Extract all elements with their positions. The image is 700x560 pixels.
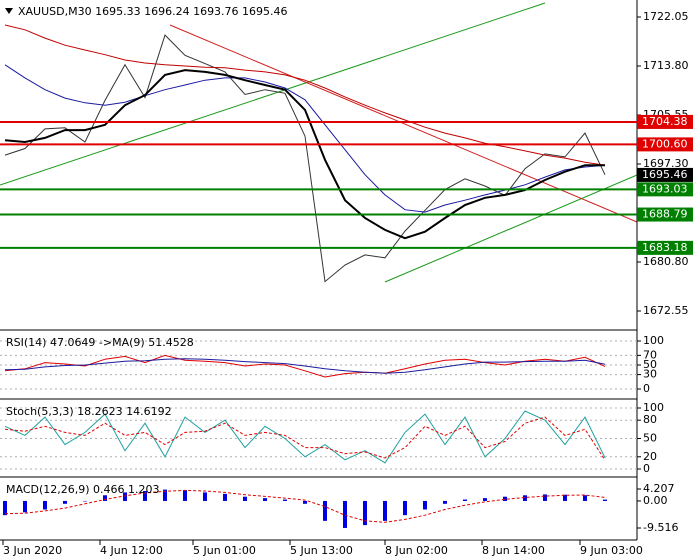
histogram-bar [303,500,307,504]
histogram-bar [403,500,407,516]
level-label: 1683.18 [642,241,688,254]
panel-title: XAUUSD,M30 1695.33 1696.24 1693.76 1695.… [18,5,288,18]
level-box [637,240,693,255]
y-tick-label: 0.00 [643,494,668,507]
histogram-bar [23,500,27,513]
y-tick-label: 4.207 [643,482,675,495]
histogram-bar [103,495,107,501]
panel-title: Stoch(5,3,3) 18.2623 14.6192 [6,405,172,418]
histogram-bar [523,495,527,501]
x-tick-label: 5 Jun 01:00 [193,544,256,557]
histogram-bar [43,500,47,510]
histogram-bar [363,500,367,526]
histogram-bar [223,493,227,501]
x-tick-label: 3 Jun 2020 [3,544,62,557]
histogram-bar [283,499,287,501]
series-line [4,489,606,523]
series-line [4,410,606,464]
y-tick-label: 30 [643,368,657,381]
y-tick-label: 20 [643,450,657,463]
y-tick-label: 100 [643,334,664,347]
histogram-bar [243,496,247,501]
level-box [637,114,693,129]
last-price-label: 1695.46 [642,168,688,181]
channel-line [384,174,638,283]
series-line [4,24,606,166]
series-line [4,358,606,374]
y-tick-label: 1713.80 [643,59,689,72]
panel-title: RSI(14) 47.0649 ->MA(9) 51.4528 [6,336,194,349]
histogram-bar [143,491,147,501]
level-box [637,207,693,222]
histogram-bar [83,500,87,502]
title-icon [5,8,13,14]
y-tick-label: 0 [643,462,650,475]
histogram-bar [263,498,267,501]
y-tick-label: 50 [643,358,657,371]
histogram-bar [583,495,587,501]
level-label: 1700.60 [642,137,688,150]
histogram-bar [603,499,607,501]
histogram-bar [383,500,387,521]
histogram-bar [63,500,67,504]
y-tick-label: 80 [643,413,657,426]
level-box [637,182,693,197]
y-tick-label: 0 [643,382,650,395]
x-tick-label: 5 Jun 13:00 [290,544,353,557]
y-tick-label: 1672.55 [643,304,689,317]
y-tick-label: 70 [643,348,657,361]
histogram-bar [203,492,207,501]
y-tick-label: 1722.05 [643,10,689,23]
level-label: 1704.38 [642,115,688,128]
histogram-bar [123,492,127,501]
series-line [4,69,605,240]
y-tick-label: 1697.30 [643,157,689,170]
histogram-bar [163,489,167,501]
x-tick-label: 8 Jun 02:00 [385,544,448,557]
histogram-bar [443,500,447,504]
histogram-bar [423,500,427,510]
x-tick-label: 8 Jun 14:00 [482,544,545,557]
x-tick-label: 4 Jun 12:00 [100,544,163,557]
histogram-bar [3,500,7,516]
level-label: 1693.03 [642,182,688,195]
histogram-bar [563,494,567,501]
y-tick-label: -9.516 [643,521,678,534]
y-tick-label: 1680.80 [643,255,689,268]
x-tick-label: 9 Jun 03:00 [580,544,643,557]
histogram-bar [183,490,187,501]
series-line [4,416,606,461]
level-box [637,137,693,152]
histogram-bar [323,500,327,521]
level-label: 1688.79 [642,208,688,221]
y-tick-label: 50 [643,431,657,444]
histogram-bar [503,496,507,501]
histogram-bar [343,500,347,528]
channel-line [0,2,546,186]
series-line [4,354,606,378]
histogram-bar [543,494,547,501]
last-price-box [637,167,693,182]
histogram-bar [463,499,467,501]
histogram-bar [483,498,487,501]
frame [0,0,638,541]
y-tick-label: 100 [643,401,664,414]
panel-title: MACD(12,26,9) 0.466 1.203 [6,483,160,496]
